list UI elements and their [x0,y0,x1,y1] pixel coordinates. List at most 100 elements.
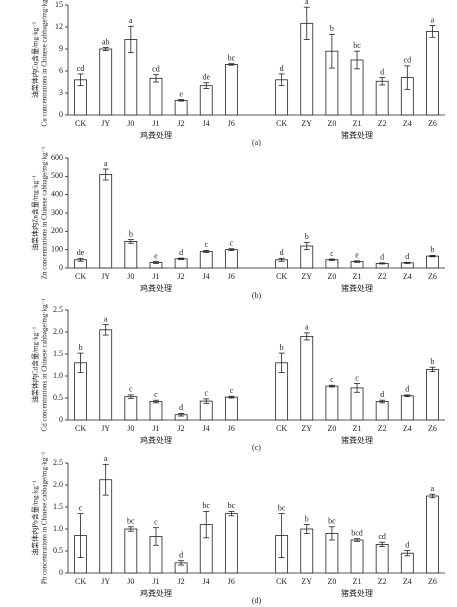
y-tick-label: 9 [59,44,63,53]
x-tick-label: Z4 [403,119,412,128]
x-tick-label: CK [276,119,287,128]
bar [224,64,238,116]
x-tick-label: J1 [152,272,159,281]
bar [224,249,238,269]
x-tick-label: J6 [228,424,235,433]
significance-letter: bc [228,53,236,62]
x-tick-label: Z4 [403,272,412,281]
x-tick-label: J2 [178,577,185,586]
panel-label: (c) [252,443,261,452]
y-tick-label: 500 [51,171,63,180]
y-tick-label: 300 [51,208,63,217]
bar [300,528,314,574]
significance-letter: b [430,245,434,254]
bar [174,258,188,269]
x-tick-label: Z1 [353,424,362,433]
x-tick-label: JY [101,272,110,281]
y-tick-label: 0.5 [53,546,63,555]
x-tick-label: Z0 [327,272,336,281]
x-tick-label: Z1 [353,577,362,586]
y-tick-label: 0 [59,415,63,424]
significance-letter: b [129,229,133,238]
group-label: 猪粪处理 [341,435,373,445]
significance-letter: e [355,251,359,260]
x-tick-label: J2 [178,272,185,281]
x-tick-label: J6 [228,577,235,586]
x-tick-label: J0 [127,424,134,433]
y-tick-label: 2.5 [53,305,63,314]
significance-letter: c [230,386,234,395]
significance-letter: c [204,240,208,249]
x-tick-label: Z1 [353,119,362,128]
significance-letter: c [204,389,208,398]
significance-letter: d [405,252,409,261]
significance-letter: c [154,390,158,399]
x-tick-label: Z0 [327,119,336,128]
x-tick-label: J1 [152,119,159,128]
x-tick-label: J6 [228,119,235,128]
x-tick-label: Z6 [428,424,437,433]
bar [375,544,389,574]
x-tick-label: Z2 [378,424,387,433]
y-tick-label: 0 [59,263,63,272]
x-tick-label: J0 [127,577,134,586]
x-tick-label: J4 [203,272,210,281]
x-tick-label: Z2 [378,119,387,128]
x-tick-label: Z2 [378,577,387,586]
bar [124,528,138,574]
panel-label: (b) [252,291,262,300]
y-tick-label: 1.0 [53,524,63,533]
significance-letter: cd [77,64,85,73]
significance-letter: bc [228,501,236,510]
x-tick-label: J0 [127,272,134,281]
significance-letter: d [179,403,183,412]
y-axis-label: Cd concentrations in Chinese cabbage/mg·… [41,299,49,432]
y-axis-label: Cu concentrations in Chinese cabbage/mg·… [41,0,49,126]
panel-label: (a) [252,138,261,147]
bar [426,495,439,574]
x-tick-label: J4 [203,119,210,128]
bar [375,401,389,421]
significance-letter: d [380,253,384,262]
x-tick-label: J2 [178,119,185,128]
bar [325,259,339,269]
x-tick-label: CK [276,424,287,433]
x-tick-label: JY [101,577,110,586]
x-tick-label: J4 [203,577,210,586]
significance-letter: a [129,16,133,25]
x-tick-label: ZY [301,272,312,281]
y-tick-label: 200 [51,226,63,235]
significance-letter: e [154,251,158,260]
y-tick-label: 0.5 [53,393,63,402]
significance-letter: a [431,484,435,493]
y-axis-label: 油菜体内Pb含量/mg·kg⁻¹ [31,480,40,555]
x-tick-label: CK [276,577,287,586]
group-label: 鸡粪处理 [140,283,172,293]
significance-letter: d [380,390,384,399]
y-tick-label: 2.0 [53,327,63,336]
significance-letter: c [330,249,334,258]
significance-letter: a [305,0,309,6]
group-label: 鸡粪处理 [140,130,172,140]
x-tick-label: Z2 [378,272,387,281]
x-tick-label: CK [75,577,86,586]
y-tick-label: 1.5 [53,502,63,511]
x-tick-label: JY [101,424,110,433]
significance-letter: c [154,518,158,527]
significance-letter: de [202,73,210,82]
bar [199,85,213,116]
bar [400,395,414,421]
significance-letter: bcd [351,529,363,538]
x-tick-label: Z1 [353,272,362,281]
y-axis-label: 油菜体内Zn含量/mg·kg⁻¹ [31,175,40,251]
significance-letter: b [330,24,334,33]
group-label: 鸡粪处理 [140,435,172,445]
x-tick-label: J2 [178,424,185,433]
y-tick-label: 6 [59,66,63,75]
significance-letter: a [104,454,108,463]
bar [199,400,213,421]
bar [350,387,364,421]
y-tick-label: 2.5 [53,458,63,467]
y-tick-label: 0 [59,110,63,119]
significance-letter: cd [152,64,160,73]
